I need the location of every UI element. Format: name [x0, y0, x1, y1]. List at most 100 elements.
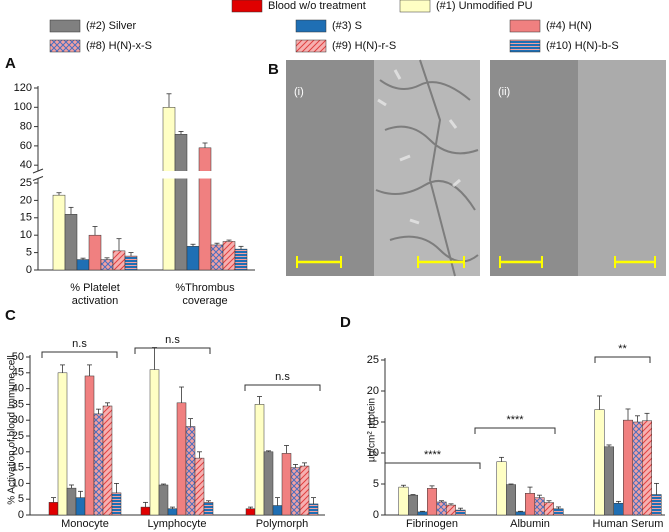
bar [506, 484, 516, 516]
bar [186, 246, 200, 271]
annotation: **** [424, 449, 442, 461]
y-tick-label: 10 [12, 477, 24, 489]
error-bar [410, 494, 416, 496]
error-bar [96, 408, 101, 414]
y-tick-label: 20 [12, 446, 24, 458]
error-bar [266, 450, 271, 452]
legend-swatch [509, 39, 541, 53]
bar [66, 487, 77, 516]
bar [299, 465, 310, 516]
y-tick-label: 5 [373, 478, 379, 490]
y-tick-label: 35 [12, 398, 24, 410]
bar [632, 421, 643, 516]
bar [174, 134, 188, 271]
bar [525, 493, 535, 516]
error-bar [128, 252, 134, 257]
y-tick-label: 0 [18, 509, 24, 521]
bar [167, 508, 178, 516]
bar [210, 244, 224, 271]
bracket [384, 462, 481, 469]
error-bar [190, 243, 196, 247]
bar [158, 484, 169, 516]
y-tick-label: 20 [20, 194, 32, 206]
error-bar [197, 451, 202, 459]
bar [88, 234, 102, 271]
error-bar [635, 415, 640, 422]
error-bar [597, 395, 602, 410]
y-tick-label: 80 [20, 120, 32, 132]
error-bar [302, 462, 307, 467]
error-bar [178, 131, 184, 135]
error-bar [68, 206, 74, 215]
axis-break-mark [32, 168, 44, 181]
y-tick-label: 40 [20, 159, 32, 171]
y-tick-label: 5 [18, 493, 24, 505]
annotation: **** [506, 414, 524, 426]
legend-label: (#2) Silver [86, 20, 136, 32]
bracket [41, 351, 118, 358]
bar [100, 259, 114, 271]
error-bar [202, 142, 208, 148]
error-bar [116, 238, 122, 251]
bar [553, 508, 564, 516]
panel-label: D [340, 314, 351, 331]
error-bar [537, 494, 542, 498]
bar [162, 107, 176, 271]
bracket [244, 384, 321, 391]
bar [642, 420, 652, 516]
error-bar [105, 402, 110, 406]
bar [203, 502, 214, 516]
y-tick-label: 100 [14, 101, 32, 113]
error-bar [439, 500, 444, 502]
annotation: n.s [72, 338, 87, 350]
error-bar [238, 245, 244, 250]
y-tick-label: 30 [12, 414, 24, 426]
bar [198, 147, 212, 271]
error-bar [499, 456, 504, 462]
y-tick-label: 45 [12, 367, 24, 379]
image-label: (i) [294, 86, 304, 98]
bar [245, 508, 256, 516]
bar [222, 241, 236, 271]
bracket [594, 356, 651, 363]
bar [623, 419, 633, 516]
error-bar [56, 192, 62, 196]
annotation: n.s [165, 334, 180, 346]
legend-label: (#10) H(N)-b-S [546, 40, 619, 52]
y-tick-label: 25 [20, 177, 32, 189]
error-bar [420, 510, 425, 512]
error-bar [166, 93, 172, 108]
error-bar [188, 418, 193, 427]
error-bar [143, 501, 148, 508]
bar [651, 494, 662, 516]
error-bar [644, 412, 650, 421]
error-bar [625, 408, 631, 421]
y-axis-label: % Activation of blood Immune cell [7, 355, 18, 505]
y-tick-label: 0 [26, 264, 32, 276]
error-bar [606, 444, 612, 447]
error-bar [87, 364, 92, 376]
bar [48, 502, 59, 516]
error-bar [78, 490, 83, 498]
annotation: ** [618, 343, 627, 355]
bar [64, 214, 78, 271]
bar [308, 503, 319, 516]
legend-swatch [49, 39, 81, 53]
bar [93, 413, 104, 516]
panel-label: C [5, 307, 16, 324]
x-tick-label: %Thrombus coverage [175, 282, 235, 307]
error-bar [257, 396, 262, 405]
bracket [134, 347, 211, 354]
error-bar [284, 445, 289, 454]
y-tick-label: 15 [367, 416, 379, 428]
panel-label: B [268, 61, 279, 78]
bar [75, 497, 86, 516]
bar [176, 402, 187, 516]
bar [76, 259, 90, 271]
legend-label: (#4) H(N) [546, 20, 592, 32]
bar [272, 505, 283, 516]
bar [613, 502, 624, 516]
error-bar [152, 347, 157, 370]
error-bar [458, 507, 463, 511]
error-bar [170, 506, 175, 509]
